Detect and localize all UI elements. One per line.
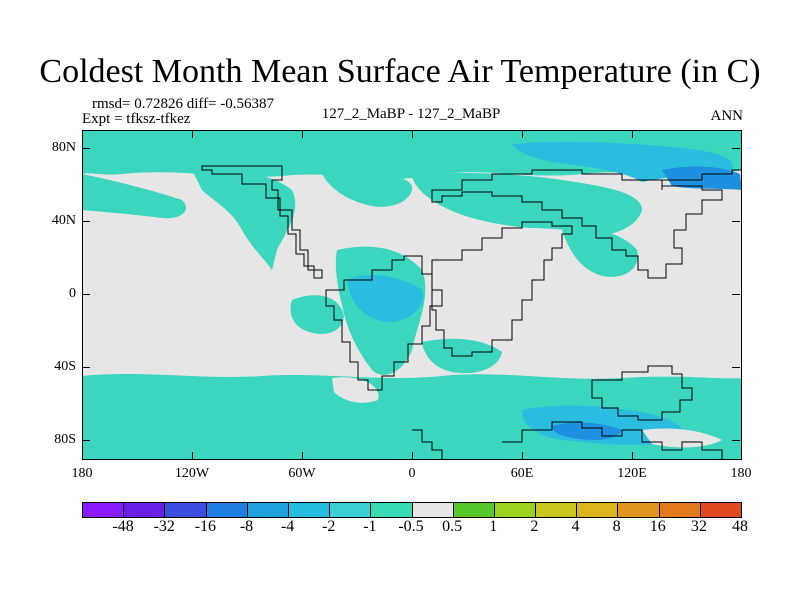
stats-label: rmsd= 0.72826 diff= -0.56387 xyxy=(92,96,275,112)
colorbar-swatch xyxy=(330,503,372,517)
coastlines xyxy=(201,165,742,460)
coastline-australia xyxy=(591,365,693,421)
colorbar-swatch xyxy=(247,503,289,517)
lon-tick xyxy=(192,452,193,460)
colorbar-swatch xyxy=(124,503,166,517)
lon-tick xyxy=(522,452,523,460)
coastline-africa-europe xyxy=(431,221,573,357)
lon-tick xyxy=(302,452,303,460)
colorbar-swatch xyxy=(206,503,248,517)
lon-tick xyxy=(412,452,413,460)
lon-tick-top xyxy=(632,130,633,138)
region-north-pacific xyxy=(82,174,186,219)
lon-label-120w: 120W xyxy=(174,466,210,481)
coastline-eurasia xyxy=(431,169,723,279)
lat-tick-right xyxy=(732,148,740,149)
colorbar-label: -2 xyxy=(322,518,336,535)
coastline-antarctica xyxy=(412,421,723,460)
lat-tick-right xyxy=(732,367,740,368)
colorbar-label: -48 xyxy=(112,518,134,535)
colorbar-label: 2 xyxy=(530,518,539,535)
colorbar-swatch xyxy=(371,503,413,517)
colorbar-label: 48 xyxy=(732,518,748,535)
lat-tick xyxy=(82,367,90,368)
colorbar-swatch xyxy=(577,503,619,517)
case-label: 127_2_MaBP - 127_2_MaBP xyxy=(321,106,501,122)
lat-tick xyxy=(82,294,90,295)
coastline-south-america xyxy=(325,255,443,391)
colorbar-swatch xyxy=(83,503,125,517)
lon-label-60w: 60W xyxy=(288,466,316,481)
lat-label-0: 0 xyxy=(69,286,76,301)
colorbar-swatch xyxy=(288,503,331,517)
lat-tick-right xyxy=(732,294,740,295)
region-east-asia xyxy=(562,228,638,277)
lon-label-180e: 180 xyxy=(730,466,752,481)
lon-tick-top xyxy=(192,130,193,138)
colorbar-label: -4 xyxy=(280,518,295,535)
coastline-east-asia xyxy=(661,169,742,190)
colorbar xyxy=(82,502,742,518)
colorbar-swatch xyxy=(700,503,741,517)
colorbar-label: 16 xyxy=(649,518,666,535)
experiment-label: Expt = tfksz-tfkez xyxy=(82,111,191,127)
colorbar-swatch xyxy=(536,503,578,517)
colorbar-label: -32 xyxy=(153,518,175,535)
lat-tick-right xyxy=(732,440,740,441)
season-label: ANN xyxy=(710,108,744,124)
lon-tick-top xyxy=(302,130,303,138)
colorbar-label: 8 xyxy=(612,518,621,535)
lat-label-80s: 80S xyxy=(54,432,76,447)
lon-label-180w: 180 xyxy=(71,466,93,481)
region-eurasia xyxy=(412,173,642,236)
colorbar-label: -16 xyxy=(194,518,217,535)
colorbar-label: -0.5 xyxy=(398,518,424,535)
colorbar-swatch xyxy=(165,503,207,517)
region-tropical-atlantic xyxy=(290,295,344,334)
region-neutral-patch-1 xyxy=(332,377,379,403)
plot-title: Coldest Month Mean Surface Air Temperatu… xyxy=(39,53,761,90)
colorbar-swatch xyxy=(618,503,660,517)
coastline-north-america xyxy=(201,165,323,279)
lat-tick-right xyxy=(732,221,740,222)
colorbar-label: 1 xyxy=(489,518,498,535)
lon-label-120e: 120E xyxy=(617,466,647,481)
map-field-svg xyxy=(82,130,742,460)
region-north-america xyxy=(192,168,296,270)
lat-label-80n: 80N xyxy=(51,140,76,155)
colorbar-label: 4 xyxy=(571,518,580,535)
colorbar-swatch xyxy=(412,503,454,517)
lon-tick-top xyxy=(522,130,523,138)
colorbar-label: -8 xyxy=(239,518,254,535)
colorbar-label: 32 xyxy=(690,518,707,535)
lon-label-0: 0 xyxy=(408,466,416,481)
lon-label-60e: 60E xyxy=(510,466,534,481)
lon-tick-top xyxy=(412,130,413,138)
lat-tick xyxy=(82,148,90,149)
colorbar-swatch xyxy=(659,503,701,517)
region-greenland xyxy=(322,170,413,207)
colorbar-label: -1 xyxy=(363,518,377,535)
map-plot-area xyxy=(82,130,742,460)
lat-tick xyxy=(82,440,90,441)
lat-label-40n: 40N xyxy=(51,213,76,228)
lat-tick xyxy=(82,221,90,222)
colorbar-label: 0.5 xyxy=(442,518,463,535)
colorbar-swatch xyxy=(453,503,495,517)
colorbar-swatch xyxy=(494,503,537,517)
lat-label-40s: 40S xyxy=(54,359,76,374)
region-tropical-core xyxy=(347,275,423,322)
lon-tick xyxy=(632,452,633,460)
